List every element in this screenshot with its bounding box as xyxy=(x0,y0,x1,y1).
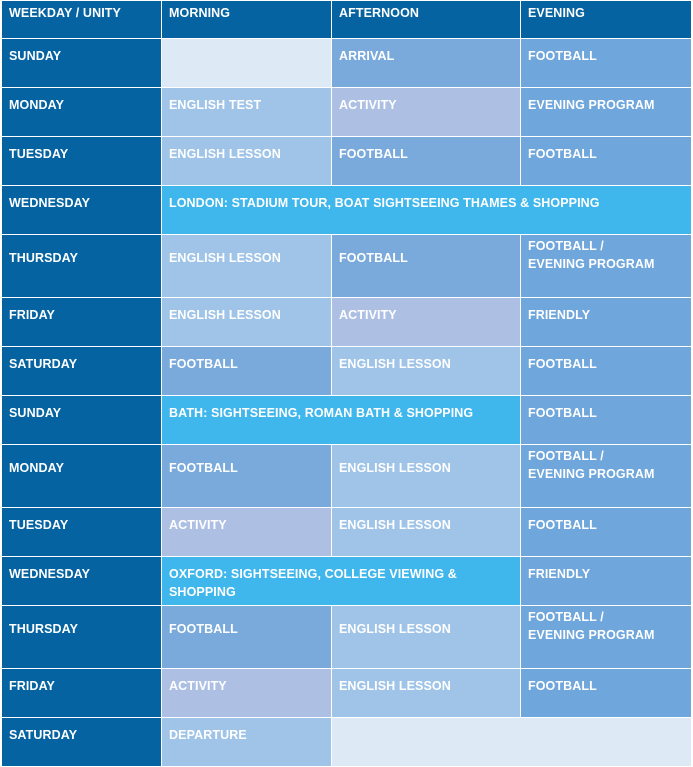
weekday-cell: SUNDAY xyxy=(1,395,162,445)
afternoon-cell: ENGLISH LESSON xyxy=(331,444,521,508)
afternoon-cell: FOOTBALL xyxy=(331,136,521,186)
afternoon-cell: ACTIVITY xyxy=(331,87,521,137)
morning-cell: FOOTBALL xyxy=(161,605,332,669)
weekday-cell: SUNDAY xyxy=(1,38,162,88)
weekday-cell: THURSDAY xyxy=(1,605,162,669)
header-morning: MORNING xyxy=(161,0,332,39)
schedule-row: MONDAY ENGLISH TEST ACTIVITY EVENING PRO… xyxy=(1,87,692,137)
schedule-row: THURSDAY ENGLISH LESSON FOOTBALL FOOTBAL… xyxy=(1,234,692,298)
weekday-cell: TUESDAY xyxy=(1,507,162,557)
schedule-row: THURSDAY FOOTBALL ENGLISH LESSON FOOTBAL… xyxy=(1,605,692,669)
schedule-row: SATURDAY FOOTBALL ENGLISH LESSON FOOTBAL… xyxy=(1,346,692,396)
weekday-cell: THURSDAY xyxy=(1,234,162,298)
evening-cell: FRIENDLY xyxy=(520,297,692,347)
morning-cell xyxy=(161,38,332,88)
morning-cell: FOOTBALL xyxy=(161,346,332,396)
schedule-row: WEDNESDAY LONDON: STADIUM TOUR, BOAT SIG… xyxy=(1,185,692,235)
evening-cell: FOOTBALL / EVENING PROGRAM xyxy=(520,605,692,669)
schedule-row: TUESDAY ACTIVITY ENGLISH LESSON FOOTBALL xyxy=(1,507,692,557)
afternoon-cell: ENGLISH LESSON xyxy=(331,346,521,396)
schedule-row: SUNDAY BATH: SIGHTSEEING, ROMAN BATH & S… xyxy=(1,395,692,445)
evening-cell: FOOTBALL / EVENING PROGRAM xyxy=(520,444,692,508)
afternoon-cell: ARRIVAL xyxy=(331,38,521,88)
morning-cell: FOOTBALL xyxy=(161,444,332,508)
afternoon-cell: FOOTBALL xyxy=(331,234,521,298)
weekday-cell: MONDAY xyxy=(1,87,162,137)
header-afternoon: AFTERNOON xyxy=(331,0,521,39)
excursion-cell: LONDON: STADIUM TOUR, BOAT SIGHTSEEING T… xyxy=(161,185,692,235)
schedule-row: FRIDAY ENGLISH LESSON ACTIVITY FRIENDLY xyxy=(1,297,692,347)
header-row: WEEKDAY / UNITY MORNING AFTERNOON EVENIN… xyxy=(1,0,692,39)
header-weekday: WEEKDAY / UNITY xyxy=(1,0,162,39)
morning-cell: ACTIVITY xyxy=(161,507,332,557)
weekday-cell: WEDNESDAY xyxy=(1,185,162,235)
morning-cell: ENGLISH LESSON xyxy=(161,234,332,298)
evening-cell: FOOTBALL / EVENING PROGRAM xyxy=(520,234,692,298)
afternoon-cell: ACTIVITY xyxy=(331,297,521,347)
evening-line-2: EVENING PROGRAM xyxy=(528,628,655,642)
excursion-cell: OXFORD: SIGHTSEEING, COLLEGE VIEWING & S… xyxy=(161,556,521,606)
evening-line-1: FOOTBALL / xyxy=(528,610,604,624)
evening-cell: FOOTBALL xyxy=(520,136,692,186)
afternoon-cell: ENGLISH LESSON xyxy=(331,605,521,669)
evening-cell: FRIENDLY xyxy=(520,556,692,606)
morning-cell: ENGLISH LESSON xyxy=(161,297,332,347)
evening-cell: EVENING PROGRAM xyxy=(520,87,692,137)
schedule-row: SATURDAY DEPARTURE xyxy=(1,717,692,767)
evening-line-2: EVENING PROGRAM xyxy=(528,257,655,271)
weekday-cell: MONDAY xyxy=(1,444,162,508)
morning-cell: ACTIVITY xyxy=(161,668,332,718)
schedule-row: WEDNESDAY OXFORD: SIGHTSEEING, COLLEGE V… xyxy=(1,556,692,606)
evening-cell: FOOTBALL xyxy=(520,668,692,718)
afternoon-cell: ENGLISH LESSON xyxy=(331,507,521,557)
empty-cell xyxy=(331,717,692,767)
evening-cell: FOOTBALL xyxy=(520,38,692,88)
morning-cell: ENGLISH TEST xyxy=(161,87,332,137)
schedule-row: MONDAY FOOTBALL ENGLISH LESSON FOOTBALL … xyxy=(1,444,692,508)
weekday-cell: FRIDAY xyxy=(1,297,162,347)
evening-line-1: FOOTBALL / xyxy=(528,449,604,463)
evening-cell: FOOTBALL xyxy=(520,507,692,557)
morning-cell: ENGLISH LESSON xyxy=(161,136,332,186)
evening-cell: FOOTBALL xyxy=(520,395,692,445)
schedule-row: TUESDAY ENGLISH LESSON FOOTBALL FOOTBALL xyxy=(1,136,692,186)
evening-line-1: FOOTBALL / xyxy=(528,239,604,253)
weekday-cell: SATURDAY xyxy=(1,346,162,396)
evening-line-2: EVENING PROGRAM xyxy=(528,467,655,481)
weekday-cell: FRIDAY xyxy=(1,668,162,718)
excursion-cell: BATH: SIGHTSEEING, ROMAN BATH & SHOPPING xyxy=(161,395,521,445)
schedule-row: FRIDAY ACTIVITY ENGLISH LESSON FOOTBALL xyxy=(1,668,692,718)
weekday-cell: TUESDAY xyxy=(1,136,162,186)
morning-cell: DEPARTURE xyxy=(161,717,332,767)
schedule-row: SUNDAY ARRIVAL FOOTBALL xyxy=(1,38,692,88)
weekday-cell: SATURDAY xyxy=(1,717,162,767)
weekday-cell: WEDNESDAY xyxy=(1,556,162,606)
header-evening: EVENING xyxy=(520,0,692,39)
afternoon-cell: ENGLISH LESSON xyxy=(331,668,521,718)
evening-cell: FOOTBALL xyxy=(520,346,692,396)
